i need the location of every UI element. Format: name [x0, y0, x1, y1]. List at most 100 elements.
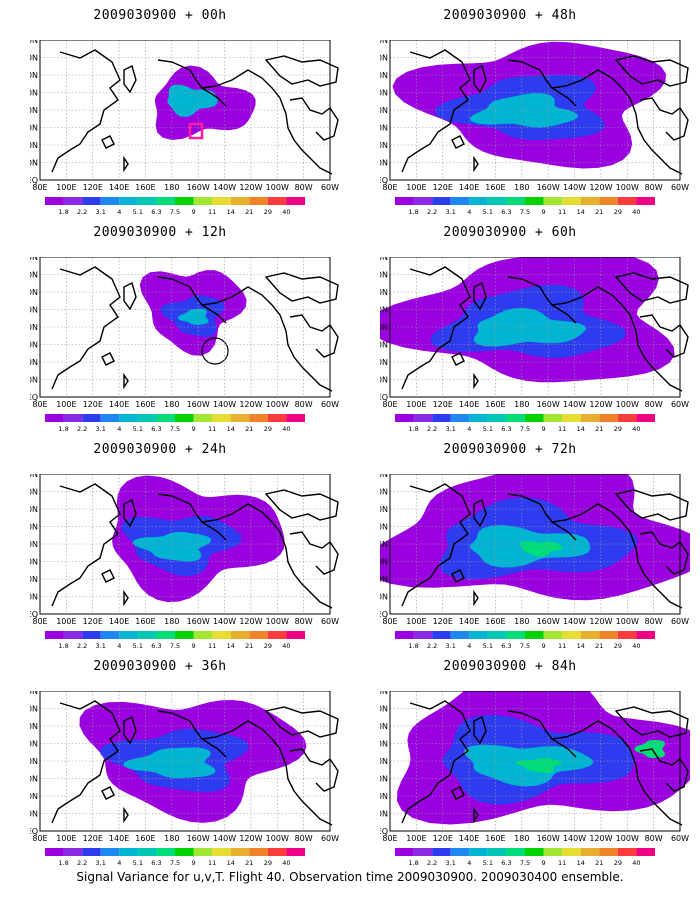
lon-tick-label: 140W	[563, 834, 586, 843]
colorbar-label: 3.1	[446, 859, 456, 867]
lat-tick-label: 30N	[380, 775, 388, 784]
colorbar-swatch	[413, 631, 433, 639]
colorbar-swatch	[599, 848, 618, 856]
colorbar-swatch	[286, 414, 305, 422]
lat-tick-label: EQ	[30, 827, 38, 836]
lon-tick-label: 100W	[616, 183, 639, 192]
colorbar-label: 40	[632, 642, 640, 650]
colorbar-swatch	[212, 414, 231, 422]
colorbar: 1.8 2.2 3.1 4 5.1 6.3 7.5 9 11 14 21 29 40	[395, 197, 655, 216]
grid-lines	[390, 257, 680, 397]
lat-tick-label: 40N	[380, 323, 388, 332]
colorbar-label: 40	[282, 859, 290, 867]
coastlines	[51, 266, 339, 392]
colorbar-label: 11	[208, 642, 216, 650]
signal-field	[396, 691, 690, 825]
colorbar-label: 2.2	[77, 859, 87, 867]
colorbar-swatch	[230, 848, 250, 856]
plot-frame	[39, 691, 331, 832]
lat-tick-label: 30N	[380, 558, 388, 567]
colorbar-swatch	[175, 414, 194, 422]
colorbar-label: 29	[614, 642, 622, 650]
colorbar-swatch	[156, 414, 175, 422]
lon-tick-label: 100W	[266, 400, 289, 409]
colorbar-swatch	[636, 414, 655, 422]
lon-tick-label: 100E	[56, 183, 76, 192]
colorbar-swatch	[82, 631, 101, 639]
colorbar-label: 11	[208, 425, 216, 433]
lat-tick-label: 70N	[380, 705, 388, 714]
colorbar-label: 3.1	[96, 208, 106, 216]
colorbar-label: 14	[227, 642, 235, 650]
colorbar-swatch	[119, 414, 138, 422]
map-panel-00h: 2009030900 + 00h 80N 70N 60N 50N 40N 30N 20N 10…	[10, 8, 340, 216]
colorbar-label: 7.5	[170, 208, 180, 216]
lat-tick-label: 60N	[380, 288, 388, 297]
lon-tick-label: 120E	[433, 400, 453, 409]
lat-tick-label: 70N	[380, 271, 388, 280]
lon-tick-label: 160E	[485, 400, 505, 409]
lat-tick-label: 50N	[380, 740, 388, 749]
lon-tick-label: 140E	[109, 183, 129, 192]
colorbar-swatch	[63, 414, 83, 422]
field-contour	[516, 758, 562, 773]
grid-lines	[390, 474, 680, 614]
lat-tick-label: EQ	[380, 610, 388, 619]
plot-frame	[389, 257, 681, 398]
lat-tick-label: 50N	[380, 523, 388, 532]
map-panel-72h: 2009030900 + 72h 80N 70N 60N 50N 40N 30N 20N 10…	[360, 442, 690, 650]
coastlines	[401, 483, 689, 609]
coastlines	[401, 700, 689, 826]
colorbar: 1.8 2.2 3.1 4 5.1 6.3 7.5 9 11 14 21 29 40	[395, 631, 655, 650]
colorbar-label: 2.2	[427, 642, 437, 650]
lon-tick-label: 120W	[239, 834, 262, 843]
colorbar-swatch	[395, 197, 414, 205]
lon-tick-label: 60W	[671, 400, 689, 409]
lon-tick-label: 160W	[537, 617, 560, 626]
colorbar-swatch	[267, 197, 287, 205]
colorbar-label: 3.1	[96, 859, 106, 867]
lon-tick-label: 140E	[459, 834, 479, 843]
lat-tick-label: 20N	[380, 141, 388, 150]
colorbar-swatch	[525, 414, 544, 422]
colorbar-label: 21	[595, 859, 603, 867]
lon-tick-label: 160W	[187, 834, 210, 843]
lat-tick-label: 50N	[30, 89, 38, 98]
lon-tick-label: 80E	[382, 400, 397, 409]
field-contour	[469, 93, 578, 128]
lon-tick-label: 100W	[266, 617, 289, 626]
panel-title: 2009030900 + 12h	[93, 225, 227, 240]
lon-tick-label: 140W	[213, 400, 236, 409]
lat-tick-label: 80N	[380, 691, 388, 696]
colorbar-label: 5.1	[483, 425, 493, 433]
colorbar-swatch	[617, 197, 637, 205]
field-contour	[123, 747, 216, 779]
colorbar-swatch	[267, 414, 287, 422]
lon-tick-label: 140W	[213, 834, 236, 843]
colorbar-label: 14	[577, 642, 585, 650]
colorbar: 1.8 2.2 3.1 4 5.1 6.3 7.5 9 11 14 21 29 40	[395, 848, 655, 867]
colorbar-swatch	[175, 848, 194, 856]
lon-tick-label: 80E	[382, 183, 397, 192]
lon-tick-label: 160E	[485, 617, 505, 626]
colorbar-label: 5.1	[483, 642, 493, 650]
lon-tick-label: 100W	[616, 834, 639, 843]
lon-tick-label: 160E	[135, 834, 155, 843]
colorbar-swatch	[580, 414, 600, 422]
colorbar-swatch	[137, 631, 157, 639]
colorbar-label: 6.3	[151, 425, 161, 433]
colorbar-label: 1.8	[58, 425, 68, 433]
colorbar-swatch	[100, 631, 120, 639]
lat-tick-label: EQ	[380, 176, 388, 185]
colorbar-swatch	[193, 631, 213, 639]
lon-tick-label: 160E	[135, 183, 155, 192]
colorbar-label: 1.8	[58, 642, 68, 650]
lat-tick-label: 40N	[380, 106, 388, 115]
plot-frame	[39, 40, 331, 181]
lat-tick-label: 80N	[30, 257, 38, 262]
colorbar-label: 5.1	[133, 208, 143, 216]
field-contour	[177, 308, 209, 325]
lon-tick-label: 100E	[56, 834, 76, 843]
lon-tick-label: 120E	[83, 183, 103, 192]
colorbar-swatch	[432, 848, 451, 856]
